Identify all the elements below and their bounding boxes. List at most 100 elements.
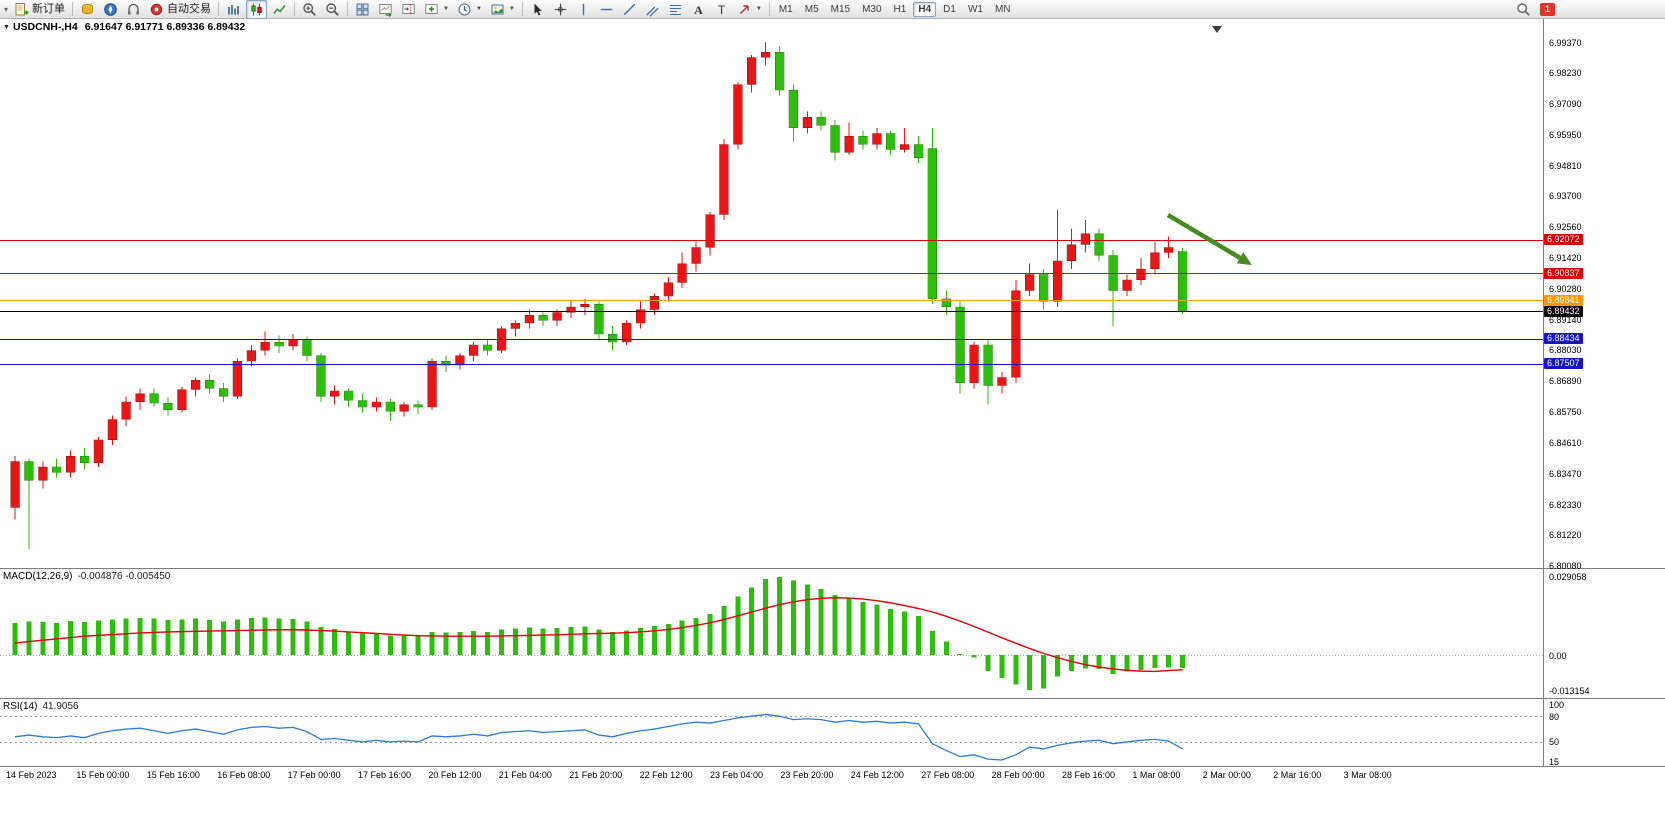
timeframe-button-m15[interactable]: M15 [830,3,851,15]
line-chart-button[interactable] [269,0,290,19]
time-axis-label: 17 Feb 00:00 [287,770,341,780]
candle-body [107,419,118,441]
time-axis-label: 2 Mar 00:00 [1202,770,1251,780]
timeframe-button-mn[interactable]: MN [994,3,1011,15]
candle-body [594,303,604,335]
tile-windows-button[interactable] [352,0,373,19]
candle-body [441,360,451,366]
candle-body [357,400,368,408]
price-axis-label: 6.98230 [1549,68,1582,79]
toolbar-separator [347,2,349,16]
chart-shift-button[interactable] [398,0,419,19]
trendline-button[interactable] [619,0,640,19]
fibonacci-button[interactable] [665,0,686,19]
price-axis-label: 6.84610 [1549,437,1582,448]
candle-body [232,360,243,397]
candlestick-button[interactable] [246,0,268,19]
timeframe-button-h1[interactable]: H1 [893,3,907,15]
macd-histogram-bar [165,620,171,655]
chart-canvas[interactable] [0,19,1665,837]
market-watch-button[interactable] [77,0,98,19]
vertical-line-button[interactable] [573,0,594,19]
macd-histogram-bar [276,618,282,655]
rsi-axis-label: 15 [1549,757,1560,767]
templates-button[interactable]: ▼ [487,0,518,19]
autotrading-button[interactable]: 自动交易 [146,0,214,19]
macd-histogram-bar [902,611,908,655]
label-icon: T [718,3,726,17]
candle-body [969,344,979,384]
toolbar-overflow-button[interactable]: ▾ [4,4,9,14]
chart-symbol-label: USDCNH-,H4 [12,21,78,33]
text-label-button[interactable]: T [711,0,732,19]
macd-histogram-bar [860,601,866,655]
timeframe-button-m1[interactable]: M1 [778,3,793,15]
new-order-icon [15,2,29,15]
macd-label: MACD(12,26,9) [3,571,73,582]
candle-body [302,339,312,356]
time-axis-label: 22 Feb 12:00 [639,770,693,780]
macd-histogram-bar [290,618,296,655]
annotation-arrow-head [1236,252,1252,265]
timeframe-button-m30[interactable]: M30 [862,3,882,15]
cursor-button[interactable] [527,0,548,19]
timeframe-button-d1[interactable]: D1 [943,3,956,15]
zoom-in-button[interactable] [299,0,320,19]
bar-chart-icon [228,4,239,14]
chart-ohlc-values: 6.91647 6.91771 6.89336 6.89432 [84,21,246,33]
toolbar-separator [72,2,74,16]
bar-chart-button[interactable] [223,0,244,19]
candle-body [1094,233,1104,256]
candle-body [885,133,896,150]
macd-histogram-bar [360,633,365,655]
candle-body [1150,252,1160,270]
timeframe-button-w1[interactable]: W1 [967,3,983,15]
time-axis-label: 27 Feb 08:00 [921,770,975,780]
price-axis-label: 6.83470 [1549,468,1582,479]
macd-histogram-bar [832,594,838,655]
rsi-axis-label: 100 [1549,700,1565,710]
arrow-tools-button[interactable]: ▼ [734,0,765,19]
auto-scroll-icon [379,3,392,17]
toolbar-separator [768,2,770,16]
terminal-icon [128,3,140,15]
tile-windows-icon [356,3,369,15]
timeframe-button-h4[interactable]: H4 [913,1,937,17]
channel-button[interactable] [642,0,663,19]
zoom-out-button[interactable] [322,0,343,19]
macd-axis-label: 0.029058 [1549,572,1587,583]
new-order-button-label: 新订单 [32,2,66,15]
search-button[interactable] [1516,2,1531,17]
time-axis-label: 14 Feb 2023 [6,770,57,780]
crosshair-button[interactable] [550,0,571,19]
candle-body [163,402,173,411]
text-button[interactable]: A [688,0,709,19]
horizontal-line-button[interactable] [596,0,617,19]
macd-histogram-bar [874,604,880,655]
macd-histogram-bar [929,630,935,655]
autotrading-button-label: 自动交易 [167,2,212,15]
periods-icon [458,3,471,15]
macd-histogram-bar [457,631,463,655]
crosshair-icon [554,3,567,15]
chart-collapse-icon[interactable]: ▼ [3,24,10,31]
indicators-button[interactable]: ▼ [421,0,452,19]
candle-body [580,303,590,308]
candle-body [788,89,799,129]
new-order-button[interactable]: 新订单 [11,0,68,19]
candle-body [538,314,548,321]
candle-body [413,404,423,408]
macd-histogram-bar [82,622,87,655]
periods-button[interactable]: ▼ [454,0,485,19]
svg-text:T: T [718,3,726,17]
auto-scroll-button[interactable] [375,0,396,19]
main-toolbar: ▾ 新订单 自动交易 ▼ ▼ ▼ A T ▼ M1 M5 M15 M30 H1 H4 D1 W1 MN 1 [0,0,1665,19]
candle-body [135,393,145,403]
candle-body [1066,244,1077,262]
timeframe-button-m5[interactable]: M5 [804,3,819,15]
navigator-button[interactable] [100,0,121,19]
notification-badge[interactable]: 1 [1540,3,1555,16]
terminal-button[interactable] [123,0,144,19]
macd-histogram-bar [707,614,713,655]
macd-histogram-bar [1013,655,1019,685]
